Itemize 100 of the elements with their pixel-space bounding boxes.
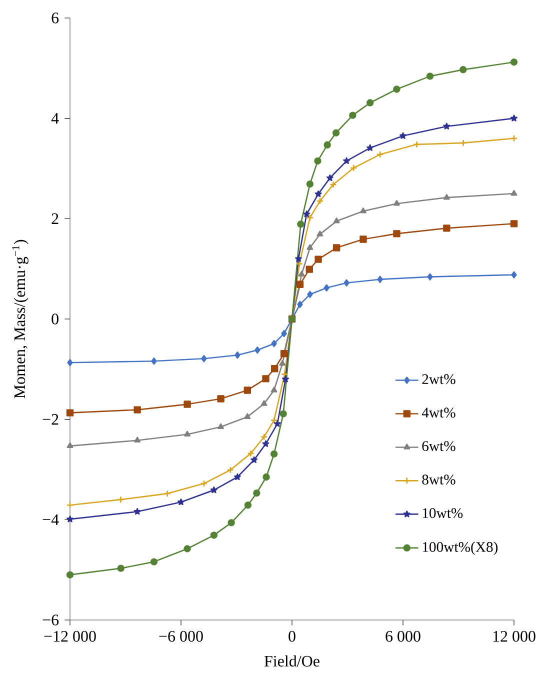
point bbox=[324, 141, 331, 149]
point bbox=[394, 200, 400, 206]
legend-label: 100wt%(X8) bbox=[422, 542, 498, 555]
point bbox=[377, 276, 383, 283]
point bbox=[262, 473, 270, 481]
point bbox=[510, 114, 518, 122]
point bbox=[200, 480, 208, 488]
point bbox=[295, 255, 302, 262]
point bbox=[244, 386, 252, 394]
point bbox=[510, 58, 518, 66]
point bbox=[247, 450, 254, 458]
point bbox=[400, 132, 406, 139]
point bbox=[217, 395, 224, 402]
point bbox=[282, 376, 289, 382]
point bbox=[66, 442, 74, 448]
point bbox=[210, 532, 218, 539]
point bbox=[117, 564, 124, 572]
y-tick-label: 2 bbox=[52, 213, 58, 224]
point bbox=[66, 571, 74, 578]
x-tick-label: 6 000 bbox=[386, 630, 420, 642]
point bbox=[117, 496, 124, 504]
point bbox=[316, 230, 324, 236]
legend-label: 8wt% bbox=[422, 474, 456, 485]
point bbox=[274, 420, 281, 427]
point bbox=[296, 260, 304, 268]
point bbox=[316, 197, 324, 205]
point bbox=[306, 244, 314, 250]
legend-label: 4wt% bbox=[422, 408, 456, 418]
point bbox=[360, 236, 367, 243]
legend-label: 2wt% bbox=[422, 374, 456, 384]
point bbox=[314, 256, 322, 263]
point bbox=[280, 370, 288, 378]
point bbox=[426, 72, 434, 80]
point bbox=[250, 456, 258, 464]
point bbox=[244, 502, 252, 509]
point bbox=[332, 244, 340, 252]
x-axis-title: Field/Oe bbox=[264, 655, 320, 667]
y-tick-label: 6 bbox=[52, 12, 59, 24]
point bbox=[151, 358, 157, 365]
point bbox=[281, 330, 287, 338]
point bbox=[254, 346, 260, 354]
point bbox=[270, 386, 278, 392]
point bbox=[234, 352, 240, 359]
x-tick-label: −12 000 bbox=[44, 630, 96, 642]
point bbox=[270, 450, 278, 458]
point bbox=[134, 508, 141, 515]
y-tick-label: −4 bbox=[42, 514, 59, 525]
point bbox=[330, 180, 337, 188]
point bbox=[201, 355, 207, 362]
point bbox=[366, 144, 374, 151]
point bbox=[178, 498, 184, 506]
point bbox=[66, 516, 74, 522]
point bbox=[307, 290, 313, 298]
point bbox=[271, 340, 277, 348]
point bbox=[393, 86, 400, 93]
point bbox=[66, 409, 74, 416]
point bbox=[150, 558, 158, 566]
point bbox=[134, 436, 141, 443]
x-tick-label: −6 000 bbox=[159, 630, 203, 642]
legend-label: 6wt% bbox=[422, 441, 456, 452]
point bbox=[343, 157, 350, 164]
point bbox=[332, 129, 340, 136]
point bbox=[228, 519, 235, 526]
point bbox=[510, 190, 518, 196]
point bbox=[306, 266, 313, 273]
point bbox=[253, 489, 260, 497]
point bbox=[164, 490, 171, 498]
point bbox=[218, 423, 224, 429]
point bbox=[260, 433, 268, 440]
x-tick-label: 0 bbox=[288, 630, 296, 642]
point bbox=[326, 174, 334, 182]
y-tick-label: 0 bbox=[52, 314, 58, 324]
point bbox=[306, 180, 314, 188]
point bbox=[306, 214, 314, 222]
point bbox=[270, 416, 278, 424]
y-tick-label: −6 bbox=[42, 614, 59, 626]
point bbox=[184, 545, 191, 552]
point bbox=[349, 112, 356, 119]
point bbox=[333, 218, 340, 224]
point bbox=[260, 400, 268, 406]
point bbox=[297, 220, 304, 228]
point bbox=[511, 271, 517, 278]
point bbox=[376, 150, 384, 158]
point bbox=[280, 410, 287, 418]
point bbox=[67, 359, 73, 366]
y-tick-label: 4 bbox=[51, 113, 59, 124]
point bbox=[366, 99, 374, 106]
point bbox=[360, 208, 366, 214]
point bbox=[303, 210, 310, 218]
point bbox=[510, 220, 518, 228]
point bbox=[460, 139, 467, 147]
point bbox=[350, 164, 358, 172]
point bbox=[298, 270, 305, 276]
point bbox=[344, 279, 350, 286]
point bbox=[443, 194, 450, 200]
point bbox=[210, 486, 218, 494]
y-axis-title: Momen, Mass/(emu·g$^{−1}$) bbox=[12, 240, 28, 398]
point bbox=[413, 140, 420, 148]
point bbox=[234, 473, 241, 480]
point bbox=[296, 280, 304, 288]
